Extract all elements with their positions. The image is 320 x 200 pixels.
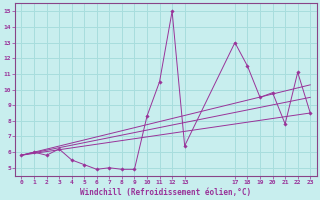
X-axis label: Windchill (Refroidissement éolien,°C): Windchill (Refroidissement éolien,°C): [80, 188, 252, 197]
